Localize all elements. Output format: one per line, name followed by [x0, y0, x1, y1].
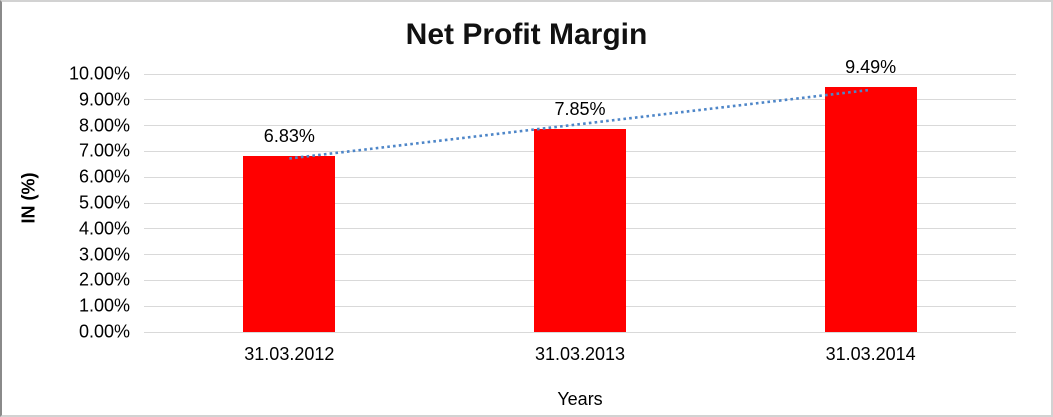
gridline [144, 99, 1016, 101]
y-tick-label: 8.00% [78, 115, 130, 136]
y-tick-label: 1.00% [78, 295, 130, 316]
bar-value-label: 9.49% [845, 57, 897, 78]
y-tick-label: 6.00% [78, 166, 130, 187]
bar-31.03.2013 [534, 129, 626, 332]
plot-area: 6.83% 7.85% 9.49% [144, 57, 1016, 333]
x-tick-label: 31.03.2014 [825, 344, 916, 364]
trendline [289, 88, 871, 160]
y-tick-label: 10.00% [68, 63, 130, 84]
x-tick-label: 31.03.2013 [534, 344, 626, 364]
gridline [144, 73, 1016, 75]
y-tick-label: 9.00% [78, 89, 130, 110]
bar-31.03.2014 [824, 87, 917, 332]
y-tick-label: 0.00% [78, 321, 130, 342]
y-tick-label: 3.00% [78, 244, 130, 265]
x-axis-title: Years [557, 389, 603, 409]
gridline [144, 331, 1016, 333]
chart-title: Net Profit Margin [405, 18, 648, 51]
bar-value-label: 7.85% [554, 99, 606, 120]
bar-31.03.2012 [243, 155, 336, 332]
x-tick-label: 31.03.2012 [244, 344, 335, 364]
trendline-path [289, 88, 871, 160]
y-tick-label: 7.00% [78, 140, 130, 161]
bar-value-label: 6.83% [263, 125, 315, 146]
y-tick-label: 5.00% [78, 192, 130, 213]
gridline [144, 125, 1016, 127]
y-tick-label: 2.00% [78, 269, 130, 290]
y-tick-label: 4.00% [78, 218, 130, 239]
